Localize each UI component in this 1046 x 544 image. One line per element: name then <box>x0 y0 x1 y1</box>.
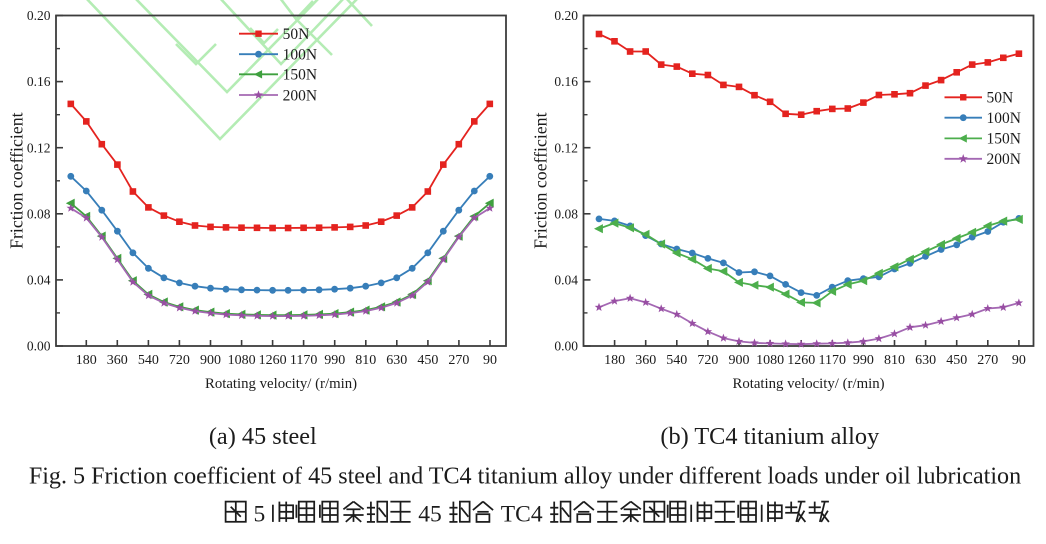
svg-text:0.08: 0.08 <box>554 206 578 221</box>
svg-text:450: 450 <box>417 353 438 368</box>
svg-text:1170: 1170 <box>819 353 846 368</box>
svg-text:Friction coefficient: Friction coefficient <box>531 112 551 249</box>
svg-text:0.16: 0.16 <box>554 74 578 89</box>
svg-text:100N: 100N <box>987 110 1021 127</box>
svg-text:0.00: 0.00 <box>554 339 578 354</box>
svg-text:50N: 50N <box>283 26 310 43</box>
svg-text:810: 810 <box>355 353 376 368</box>
svg-text:0.12: 0.12 <box>27 140 51 155</box>
svg-text:0.04: 0.04 <box>554 273 578 288</box>
svg-text:Rotating velocity/ (r/min): Rotating velocity/ (r/min) <box>732 376 884 392</box>
svg-text:Fig. 5 Friction coefficient of: Fig. 5 Friction coefficient of 45 steel … <box>29 464 1021 490</box>
svg-text:720: 720 <box>169 353 190 368</box>
svg-text:270: 270 <box>448 353 469 368</box>
svg-text:0.20: 0.20 <box>27 8 51 23</box>
svg-text:360: 360 <box>635 353 656 368</box>
svg-text:100N: 100N <box>283 47 317 64</box>
svg-text:Rotating velocity/ (r/min): Rotating velocity/ (r/min) <box>205 376 357 392</box>
svg-text:540: 540 <box>138 353 159 368</box>
svg-text:0.08: 0.08 <box>27 206 51 221</box>
svg-text:50N: 50N <box>987 90 1014 107</box>
svg-text:(a) 45 steel: (a) 45 steel <box>209 423 317 450</box>
svg-text:720: 720 <box>697 353 718 368</box>
svg-text:990: 990 <box>324 353 345 368</box>
svg-text:200N: 200N <box>283 87 317 104</box>
svg-text:180: 180 <box>604 353 625 368</box>
svg-text:1260: 1260 <box>259 353 287 368</box>
svg-text:630: 630 <box>915 353 936 368</box>
svg-text:1260: 1260 <box>787 353 815 368</box>
svg-text:810: 810 <box>884 353 905 368</box>
svg-text:270: 270 <box>977 353 998 368</box>
svg-text:200N: 200N <box>987 151 1021 168</box>
svg-text:Friction coefficient: Friction coefficient <box>7 112 27 249</box>
svg-text:900: 900 <box>729 353 750 368</box>
svg-text:360: 360 <box>107 353 128 368</box>
svg-text:540: 540 <box>666 353 687 368</box>
svg-text:TC4: TC4 <box>501 502 543 528</box>
svg-text:990: 990 <box>853 353 874 368</box>
svg-text:0.16: 0.16 <box>27 74 51 89</box>
svg-text:0.20: 0.20 <box>554 8 578 23</box>
svg-text:1080: 1080 <box>756 353 784 368</box>
svg-text:900: 900 <box>200 353 221 368</box>
svg-text:180: 180 <box>76 353 97 368</box>
svg-text:45: 45 <box>418 502 442 528</box>
svg-text:450: 450 <box>946 353 967 368</box>
svg-text:1080: 1080 <box>228 353 256 368</box>
svg-text:(b) TC4 titanium alloy: (b) TC4 titanium alloy <box>660 423 880 450</box>
svg-text:1170: 1170 <box>290 353 317 368</box>
svg-text:150N: 150N <box>987 131 1021 148</box>
svg-text:5: 5 <box>254 502 266 528</box>
svg-text:0.12: 0.12 <box>554 140 578 155</box>
svg-text:0.04: 0.04 <box>27 273 51 288</box>
svg-text:90: 90 <box>1012 353 1026 368</box>
svg-text:150N: 150N <box>283 67 317 84</box>
svg-text:630: 630 <box>386 353 407 368</box>
svg-text:0.00: 0.00 <box>27 339 51 354</box>
svg-text:90: 90 <box>483 353 497 368</box>
